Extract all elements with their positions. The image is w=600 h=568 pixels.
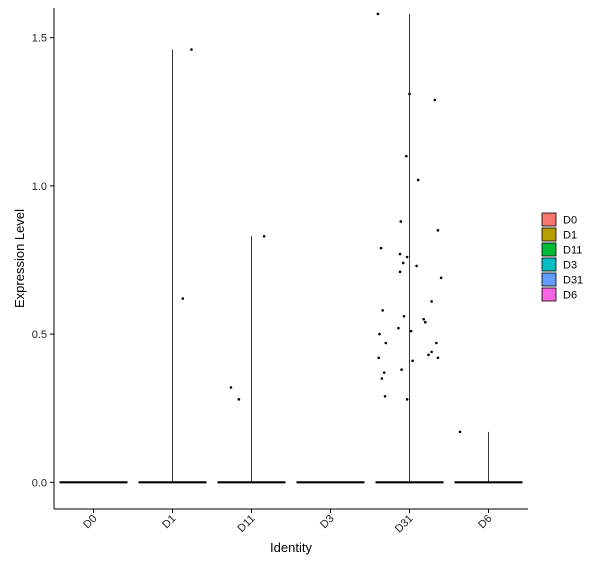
x-tick-label-d6: D6 — [476, 513, 494, 531]
axes: 0.0 0.5 1.0 1.5 D0 D1 D11 D3 D31 D6 — [32, 8, 528, 535]
data-point-d31 — [384, 341, 388, 345]
data-point-d31 — [398, 270, 402, 274]
data-point-d31 — [408, 92, 411, 96]
data-point-d11 — [262, 234, 266, 238]
data-point-d31 — [422, 317, 426, 321]
data-point-d31 — [381, 309, 384, 312]
data-point-d31 — [383, 395, 387, 398]
data-point-d1 — [190, 48, 193, 51]
data-point-d31 — [416, 178, 420, 182]
x-tick-label-d0: D0 — [81, 513, 99, 531]
data-point-d31 — [379, 246, 383, 250]
data-point-d31 — [398, 252, 402, 256]
legend-label-d3: D3 — [563, 260, 577, 272]
legend-key-d11 — [541, 242, 557, 257]
legend-label-d6: D6 — [563, 290, 577, 302]
y-tick-label: 0.0 — [32, 477, 47, 489]
data-point-d31 — [376, 12, 380, 16]
x-tick-label-d31: D31 — [393, 513, 416, 536]
data-point-d6 — [458, 430, 462, 434]
data-point-d11 — [237, 398, 241, 401]
data-point-d31 — [405, 255, 409, 259]
data-point-d31 — [377, 356, 380, 360]
data-point-d31 — [401, 261, 405, 265]
data-point-d31 — [436, 229, 440, 232]
data-point-d31 — [382, 371, 386, 374]
data-point-d31 — [378, 332, 381, 336]
plot-area — [59, 12, 523, 484]
data-point-d11 — [229, 386, 233, 389]
data-point-d1 — [181, 297, 185, 300]
data-point-d31 — [400, 368, 403, 371]
legend-key-d31 — [541, 272, 557, 287]
data-point-d31 — [436, 356, 440, 360]
data-point-d31 — [411, 359, 414, 363]
x-tick-label-d11: D11 — [235, 513, 257, 535]
data-point-d31 — [399, 220, 403, 223]
y-tick-label: 0.5 — [32, 329, 47, 341]
data-point-d31 — [405, 154, 408, 158]
legend-key-d6 — [541, 287, 557, 302]
data-point-d31 — [397, 326, 400, 330]
x-axis-title: Identity — [270, 540, 312, 555]
legend-label-d0: D0 — [563, 215, 577, 227]
legend-label-d1: D1 — [563, 230, 577, 242]
data-point-d31 — [433, 98, 437, 102]
data-point-d31 — [427, 353, 430, 357]
legend: D0 D1 D11 D3 D31 D6 — [541, 212, 583, 302]
legend-key-d3 — [541, 257, 557, 272]
x-tick-label-d3: D3 — [318, 513, 336, 531]
data-point-d31 — [424, 320, 427, 324]
legend-key-d0 — [541, 212, 557, 227]
y-tick-label: 1.0 — [32, 181, 47, 193]
data-point-d31 — [435, 341, 438, 345]
data-point-d31 — [430, 300, 433, 303]
data-point-d31 — [439, 276, 443, 280]
x-tick-label-d1: D1 — [160, 513, 178, 531]
data-point-d31 — [415, 264, 418, 268]
legend-key-d1 — [541, 227, 557, 242]
y-tick-label: 1.5 — [32, 33, 47, 45]
y-axis-title: Expression Level — [12, 209, 27, 308]
data-point-d31 — [405, 398, 409, 401]
data-point-d31 — [409, 329, 413, 333]
legend-label-d11: D11 — [563, 245, 582, 257]
legend-label-d31: D31 — [563, 275, 583, 287]
data-point-d31 — [430, 350, 433, 354]
data-point-d31 — [402, 315, 406, 318]
data-point-d31 — [380, 377, 384, 380]
